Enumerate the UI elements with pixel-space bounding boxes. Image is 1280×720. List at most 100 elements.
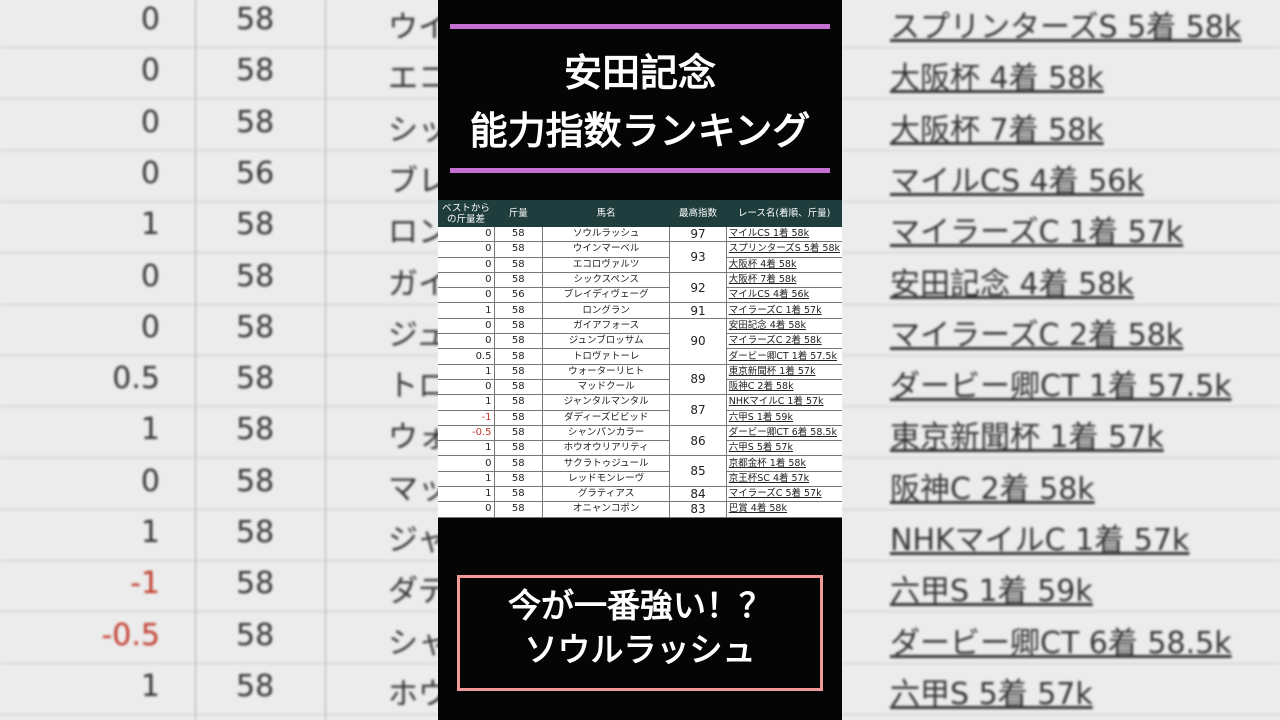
title-line-1: 安田記念	[563, 51, 716, 95]
table-row: 1 58 ウォーターリヒト 89 東京新聞杯 1着 57k	[438, 364, 842, 396]
table-row: 0 58 ガイアフォース 90 安田記念 4着 58k	[438, 318, 842, 365]
cell-horse-name: エコロヴァルツ	[542, 257, 670, 273]
cell-weight-diff: 1	[438, 302, 495, 319]
cell-max-index: 86	[669, 425, 727, 457]
cell-weight: 58	[494, 440, 544, 457]
cell-race: ダービー卿CT 6着 58.5k	[726, 425, 842, 442]
caption-line-2: ソウルラッシュ	[524, 630, 756, 669]
cell-race: マイルCS 4着 56k	[726, 287, 842, 304]
cell-horse-name: サクラトゥジュール	[542, 455, 670, 472]
background-row: 六甲S 5着 57k	[842, 663, 1280, 715]
bg-weight: 58	[236, 104, 275, 140]
bg-name: ウォーターリヒト	[388, 420, 438, 456]
header-index: 最高指数	[669, 200, 727, 227]
cell-weight-diff: 0	[438, 227, 495, 243]
cell-race: マイラーズC 2着 58k	[726, 333, 842, 350]
bg-weight: 58	[236, 617, 275, 653]
cell-weight-diff: 0	[438, 379, 495, 396]
cell-horse-name: ジュンブロッサム	[542, 333, 670, 350]
cell-weight: 58	[494, 348, 544, 365]
table-row: 0 58 ウインマーベル 93 スプリンターズS 5着 58k	[438, 241, 842, 273]
cell-race: 京王杯SC 4着 57k	[726, 471, 842, 488]
cell-race: ダービー卿CT 1着 57.5k	[726, 348, 842, 365]
table-row: 0 56 ブレイディヴェーグ マイルCS 4着 56k	[438, 287, 842, 304]
cell-weight-diff: 0	[438, 257, 495, 273]
bg-diff: 0	[140, 53, 160, 89]
cell-race: 巴賞 4着 58k	[726, 501, 842, 518]
bg-weight: 58	[236, 258, 275, 294]
table-row: 1 58 ジャンタルマンタル 87 NHKマイルC 1着 57k	[438, 394, 842, 426]
cell-horse-name: マッドクール	[542, 379, 670, 396]
cell-race: マイルCS 1着 58k	[726, 227, 842, 243]
bg-weight: 58	[236, 2, 275, 37]
background-row: 東京新聞杯 1着 57k	[842, 406, 1280, 459]
blurred-background-right: スプリンターズS 5着 58k 大阪杯 4着 58k 大阪杯 7着 58k マイルCS…	[842, 0, 1280, 720]
bg-diff: 0	[140, 155, 160, 191]
bg-race: 六甲S 5着 57k	[890, 676, 1093, 712]
cell-weight: 56	[494, 287, 544, 304]
accent-line-top	[450, 24, 830, 29]
background-row: ダービー卿CT 1着 57.5k	[842, 355, 1280, 408]
table-row: 0.5 58 トロヴァトーレ ダービー卿CT 1着 57.5k	[438, 348, 842, 365]
bg-name: ジャンタルマンタル	[388, 523, 438, 558]
cell-race: 東京新聞杯 1着 57k	[726, 364, 842, 380]
bg-race: 大阪杯 4着 58k	[890, 61, 1104, 97]
cell-weight-diff: 0	[438, 318, 495, 335]
cell-horse-name: シャンパンカラー	[542, 425, 670, 442]
cell-max-index: 84	[669, 486, 727, 503]
bg-weight: 58	[236, 361, 275, 397]
bg-race: NHKマイルC 1着 57k	[890, 523, 1190, 558]
cell-horse-name: トロヴァトーレ	[542, 348, 670, 365]
bg-weight: 58	[236, 412, 275, 448]
background-row: 0 56 ブレイディヴェーグ	[0, 150, 438, 202]
cell-max-index: 97	[669, 227, 727, 243]
cell-weight: 58	[494, 425, 544, 442]
cell-weight: 58	[494, 302, 544, 319]
cell-max-index: 91	[669, 302, 727, 319]
bg-race: マイラーズC 2着 58k	[890, 317, 1184, 353]
background-row: 1 58 ホウオウリアリティ	[0, 663, 438, 715]
cell-weight: 58	[494, 257, 544, 273]
background-row: マイラーズC 2着 58k	[842, 304, 1280, 356]
table-row: 0 58 ジュンブロッサム マイラーズC 2着 58k	[438, 333, 842, 350]
cell-weight-diff: 1	[438, 394, 495, 411]
bg-race: 安田記念 4着 58k	[890, 266, 1134, 302]
cell-horse-name: オニャンコポン	[542, 501, 670, 518]
bg-weight: 58	[236, 207, 275, 243]
cell-weight-diff: 0	[438, 455, 495, 472]
cell-weight: 58	[494, 318, 544, 335]
bg-name: ブレイディヴェーグ	[388, 163, 438, 199]
bg-race: マイラーズC 1着 57k	[890, 215, 1184, 251]
cell-weight-diff: 0	[438, 272, 495, 289]
cell-max-index: 89	[669, 364, 727, 396]
cell-weight-diff: 1	[438, 486, 495, 503]
background-gridline	[195, 0, 196, 720]
cell-race: 六甲S 1着 59k	[726, 410, 842, 426]
table-row: 0 58 オニャンコポン 83 巴賞 4着 58k	[438, 501, 842, 518]
cell-weight: 58	[494, 272, 544, 289]
cell-horse-name: ダディーズビビッド	[542, 410, 670, 426]
header-name: 馬名	[542, 200, 670, 227]
cell-max-index: 93	[669, 241, 727, 273]
background-row: 0 58 マッドクール	[0, 458, 438, 510]
cell-horse-name: シックスペンス	[542, 272, 670, 289]
cell-weight: 58	[494, 501, 544, 518]
bg-diff: 1	[140, 668, 160, 704]
background-gridline	[325, 0, 326, 720]
background-row: 大阪杯 4着 58k	[842, 47, 1280, 100]
bg-diff: 0	[140, 2, 160, 37]
cell-weight-diff: 1	[438, 471, 495, 488]
cell-weight: 58	[494, 471, 544, 488]
cell-weight-diff: -0.5	[438, 425, 495, 442]
cell-race: 京都金杯 1着 58k	[726, 455, 842, 472]
bg-race: 阪神C 2着 58k	[890, 471, 1095, 507]
background-row: スプリンターズS 5着 58k	[842, 0, 1280, 48]
cell-weight: 58	[494, 241, 544, 258]
cell-horse-name: ウォーターリヒト	[542, 364, 670, 380]
cell-weight: 58	[494, 379, 544, 396]
background-row: マイラーズC 1着 57k	[842, 201, 1280, 254]
cell-max-index: 85	[669, 455, 727, 488]
bg-race: 六甲S 1着 59k	[890, 574, 1093, 610]
bg-race: ダービー卿CT 1着 57.5k	[890, 369, 1232, 405]
cell-max-index: 83	[669, 501, 727, 518]
